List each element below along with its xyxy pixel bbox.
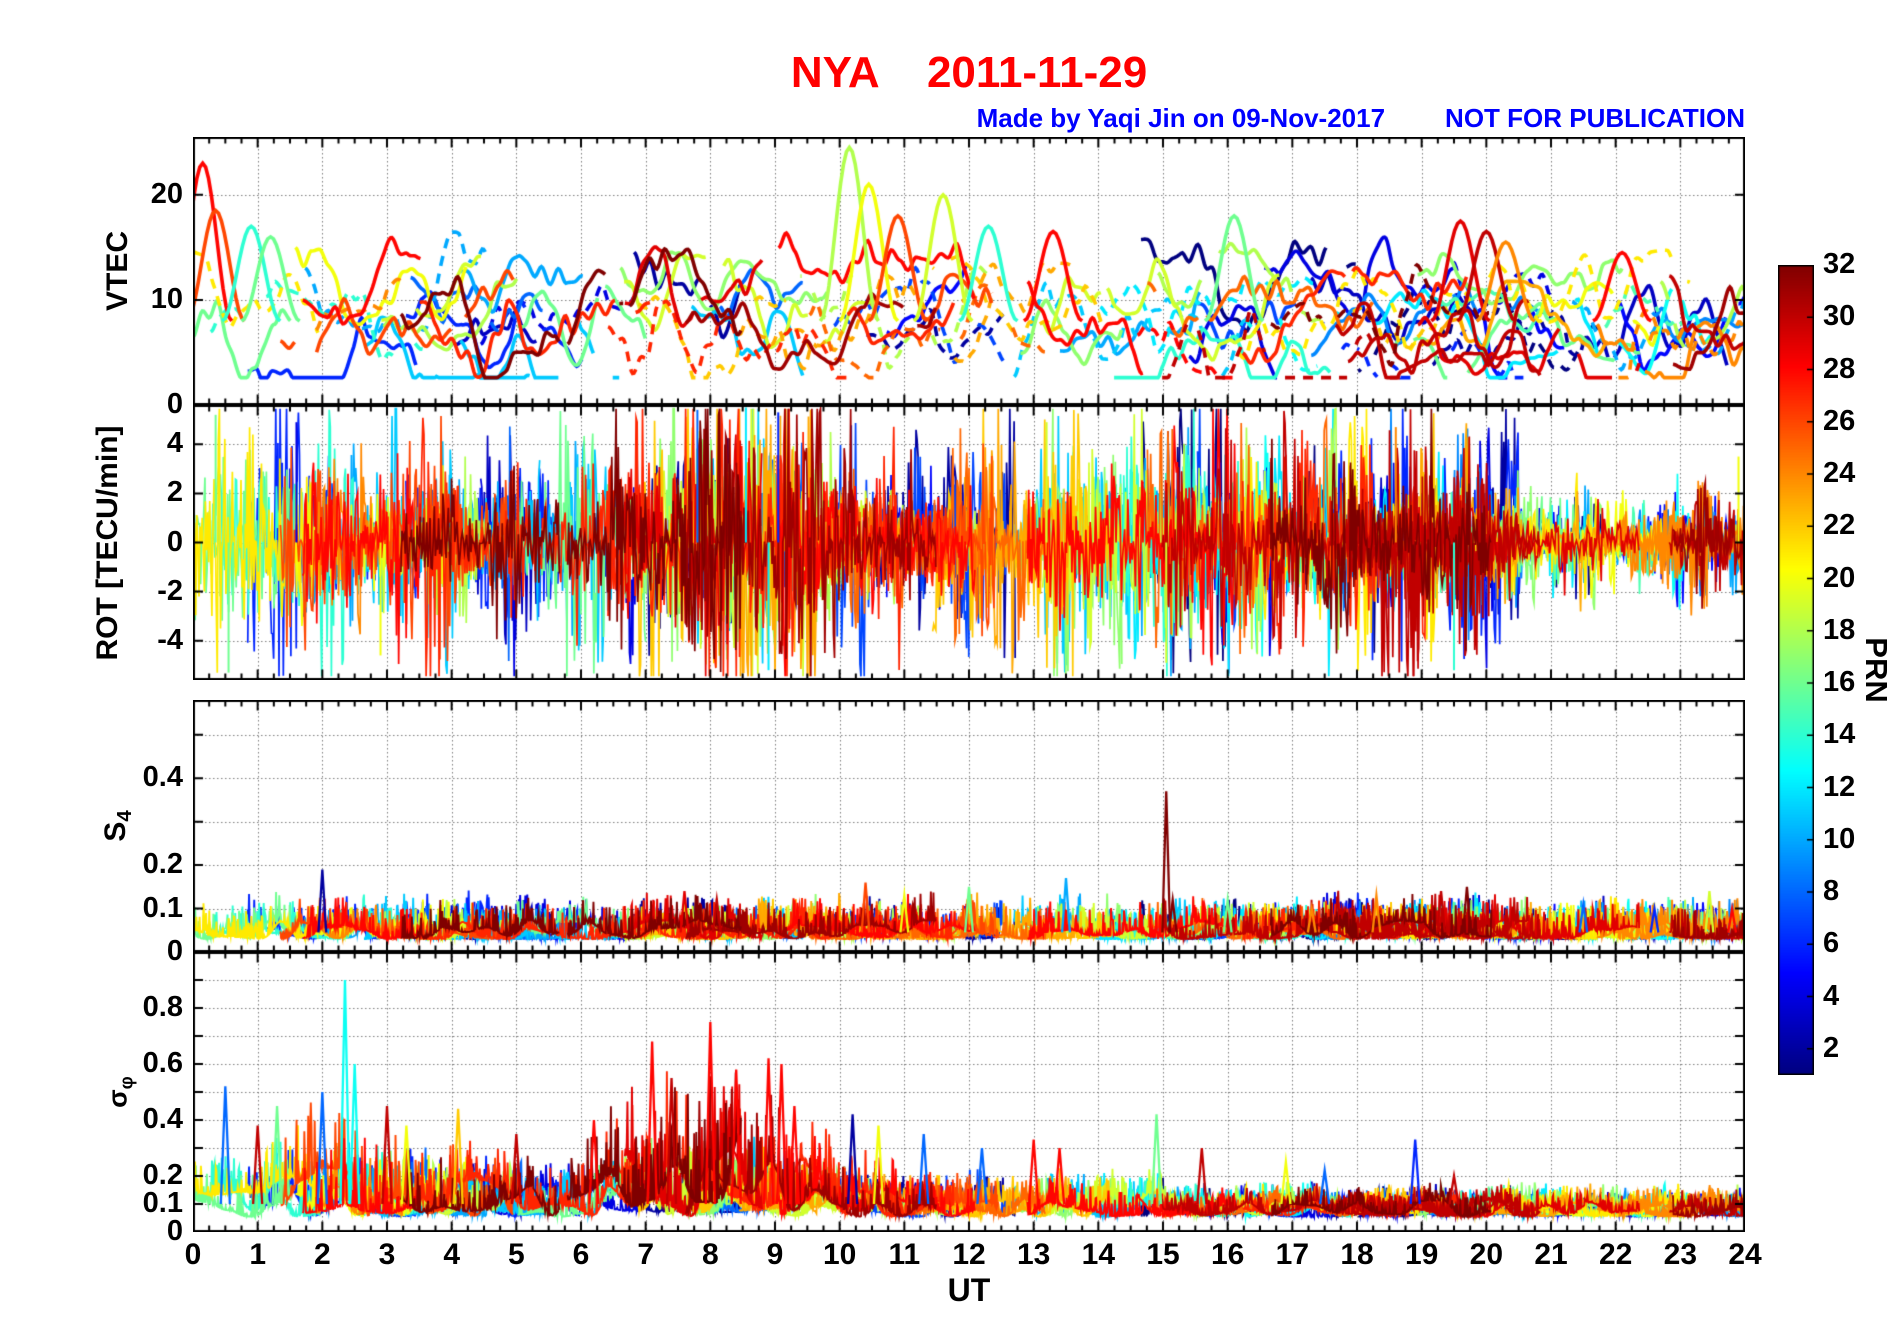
colorbar-tick-label: 24 <box>1823 457 1856 490</box>
colorbar-tick-label: 8 <box>1823 875 1840 908</box>
x-tick-label: 10 <box>822 1238 857 1271</box>
sigma-phi-panel-canvas <box>193 952 1745 1232</box>
y-tick-label: 0.1 <box>142 891 183 924</box>
x-tick-label: 11 <box>888 1238 921 1271</box>
s4-panel-canvas <box>193 700 1745 952</box>
y-tick-label: 0.6 <box>142 1047 183 1079</box>
colorbar-tick-label: 2 <box>1823 1031 1840 1064</box>
x-tick-label: 0 <box>184 1238 202 1271</box>
x-tick-label: 8 <box>701 1238 719 1271</box>
credit-line: Made by Yaqi Jin on 09-Nov-2017 NOT FOR … <box>193 103 1745 134</box>
colorbar-tick-label: 26 <box>1823 404 1856 437</box>
y-tick-label: 0.2 <box>142 848 183 881</box>
colorbar-tick-label: 18 <box>1823 613 1856 646</box>
x-tick-label: 6 <box>572 1238 590 1271</box>
x-tick-label: 22 <box>1598 1238 1633 1271</box>
x-tick-label: 9 <box>766 1238 784 1271</box>
x-tick-label: 21 <box>1534 1238 1568 1271</box>
colorbar <box>1778 265 1814 1075</box>
y-tick-label: 0 <box>166 1215 183 1247</box>
colorbar-tick-label: 12 <box>1823 770 1856 803</box>
colorbar-tick-label: 10 <box>1823 822 1856 855</box>
x-tick-label: 1 <box>249 1238 266 1271</box>
x-tick-label: 16 <box>1210 1238 1245 1271</box>
y-tick-label: 2 <box>166 476 183 509</box>
x-tick-label: 23 <box>1663 1238 1698 1271</box>
colorbar-tick-label: 6 <box>1823 927 1840 960</box>
x-tick-label: 3 <box>378 1238 396 1271</box>
x-tick-label: 4 <box>443 1238 460 1271</box>
colorbar-tick-label: 30 <box>1823 300 1856 333</box>
colorbar-tick-label: 28 <box>1823 352 1856 385</box>
y-tick-label: 0 <box>166 388 183 420</box>
x-tick-label: 15 <box>1146 1238 1180 1271</box>
y-tick-label: 20 <box>150 177 183 210</box>
x-tick-label: 17 <box>1275 1238 1310 1271</box>
x-tick-label: 18 <box>1340 1238 1374 1271</box>
colorbar-tick-label: 32 <box>1823 248 1856 280</box>
y-tick-label: 0 <box>166 935 183 967</box>
y-tick-label: -2 <box>157 574 183 607</box>
x-tick-label: 7 <box>637 1238 654 1271</box>
credit-author: Made by Yaqi Jin on 09-Nov-2017 <box>976 103 1386 133</box>
x-tick-label: 20 <box>1469 1238 1504 1271</box>
x-tick-label: 19 <box>1404 1238 1439 1271</box>
x-tick-label: 5 <box>507 1238 525 1271</box>
y-tick-label: 0.4 <box>142 761 183 794</box>
s4-label-main: S <box>99 821 132 842</box>
x-tick-label: 12 <box>952 1238 986 1271</box>
colorbar-tick-label: 22 <box>1823 509 1856 542</box>
colorbar-tick-label: 16 <box>1823 666 1856 699</box>
y-tick-label: 4 <box>166 427 183 460</box>
colorbar-tick-label: 20 <box>1823 561 1856 594</box>
x-tick-label: 2 <box>313 1238 331 1271</box>
y-tick-label: 0.1 <box>142 1187 183 1219</box>
y-tick-label: 0.2 <box>142 1159 183 1191</box>
y-tick-label: 0 <box>166 525 183 558</box>
chart-title: NYA 2011-11-29 <box>790 48 1148 97</box>
credit-warning: NOT FOR PUBLICATION <box>1445 103 1745 133</box>
s4-label-sub: 4 <box>114 810 136 822</box>
colorbar-label: PRN <box>1859 637 1894 703</box>
y-tick-label: 0.4 <box>142 1103 183 1135</box>
rot-panel-canvas <box>193 405 1745 680</box>
colorbar-tick-label: 14 <box>1823 718 1856 751</box>
y-tick-label: 10 <box>150 282 183 315</box>
s4-axis-label: S4 <box>99 810 137 841</box>
y-tick-label: 0.8 <box>142 991 183 1023</box>
x-tick-label: 24 <box>1728 1238 1762 1271</box>
y-tick-label: -4 <box>157 623 183 656</box>
x-axis-label: UT <box>947 1272 991 1308</box>
x-tick-label: 13 <box>1016 1238 1051 1271</box>
colorbar-tick-label: 4 <box>1823 979 1840 1012</box>
x-tick-label: 14 <box>1081 1238 1116 1271</box>
vtec-panel-canvas <box>193 137 1745 405</box>
